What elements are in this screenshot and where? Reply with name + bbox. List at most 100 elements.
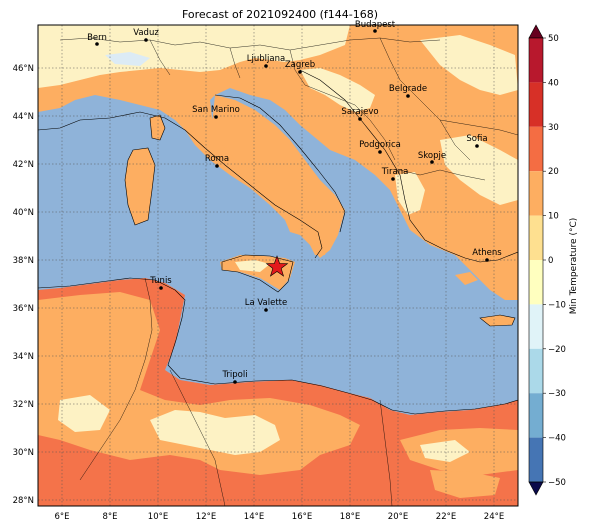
city-dot: [475, 144, 479, 148]
city-dot: [159, 286, 163, 290]
city-label-ljubljana: Ljubljana: [247, 54, 285, 64]
coastlines: [38, 69, 518, 415]
city-dot: [214, 115, 218, 119]
sardinia-warm-region: [125, 148, 155, 225]
city-dot: [264, 308, 268, 312]
borders: [59, 37, 518, 506]
africa-warm-east2-region: [430, 470, 500, 498]
lon-tick: 10°E: [148, 512, 168, 522]
lon-tick: 8°E: [102, 512, 117, 522]
colorbar-tick-label: −50: [548, 478, 566, 488]
colorbar-tick-label: 40: [548, 78, 559, 88]
city-dot: [378, 150, 382, 154]
lat-tick: 40°N: [13, 208, 34, 218]
colorbar-overflow-high: [528, 24, 544, 39]
city-markers: Bern Vaduz Budapest Ljubljana Zagreb Bel…: [87, 20, 502, 384]
city-label-tirana: Tirana: [381, 167, 409, 177]
colorbar-tick-label: 30: [548, 123, 559, 133]
lon-tick: 24°E: [484, 512, 504, 522]
east-cool-region: [420, 35, 518, 95]
city-dot: [215, 164, 219, 168]
city-dot: [430, 160, 434, 164]
city-label-bern: Bern: [87, 33, 107, 43]
africa-warm-region: [38, 292, 360, 475]
lat-tick: 30°N: [13, 448, 34, 458]
city-label-la-valette: La Valette: [245, 298, 288, 308]
city-dot: [144, 38, 148, 42]
city-dot: [298, 70, 302, 74]
colorbar-segment: [529, 38, 543, 83]
ice-patch: [105, 52, 150, 66]
north-warm-region: [38, 25, 518, 300]
lon-tick: 14°E: [244, 512, 264, 522]
greek-island-region: [455, 272, 478, 285]
lon-tick: 18°E: [340, 512, 360, 522]
colorbar-tick-label: −40: [548, 434, 566, 444]
colorbar-tick-label: 20: [548, 167, 559, 177]
colorbar-tick-label: 10: [548, 212, 559, 222]
colorbar-tick-label: −30: [548, 389, 566, 399]
lat-tick: 46°N: [13, 64, 34, 74]
city-dot: [264, 64, 268, 68]
colorbar: 50 40 30 20 10 0 −10 −20 −30 −40 −50 Min Temperatu…: [528, 24, 579, 496]
colorbar-segment: [529, 348, 543, 394]
gridlines: [38, 25, 518, 506]
colorbar-label: Min Temperature (°C): [569, 218, 579, 315]
lon-tick: 16°E: [292, 512, 312, 522]
city-dot: [233, 380, 237, 384]
city-label-zagreb: Zagreb: [285, 60, 315, 70]
city-dot: [95, 42, 99, 46]
city-label-skopje: Skopje: [418, 151, 446, 161]
city-dot: [485, 258, 489, 262]
city-label-tripoli: Tripoli: [221, 370, 247, 380]
balkan-cool-region: [300, 68, 375, 112]
colorbar-segments: [529, 38, 543, 482]
lon-tick: 6°E: [54, 512, 69, 522]
lon-tick-labels: 6°E 8°E 10°E 12°E 14°E 16°E 18°E 20°E 22…: [54, 512, 504, 522]
city-label-athens: Athens: [472, 248, 502, 258]
africa-cool-east-region: [420, 440, 470, 462]
map-area: [37, 24, 519, 507]
crete-region: [480, 315, 515, 326]
colorbar-segment: [529, 82, 543, 127]
lon-tick: 12°E: [196, 512, 216, 522]
colorbar-tick-label: 50: [548, 34, 559, 44]
lon-tick: 22°E: [436, 512, 456, 522]
colorbar-tick-label: −10: [548, 300, 566, 310]
map-title: Forecast of 2021092400 (f144-168): [182, 8, 378, 21]
city-label-budapest: Budapest: [355, 20, 396, 30]
colorbar-tick-label: −20: [548, 345, 566, 355]
city-label-sarajevo: Sarajevo: [341, 107, 378, 117]
north-cool-region: [38, 25, 350, 88]
colorbar-segment: [529, 126, 543, 172]
city-dot: [358, 117, 362, 121]
italy-warm-region: [212, 95, 345, 258]
colorbar-segment: [529, 393, 543, 438]
city-label-tunis: Tunis: [149, 276, 172, 286]
colorbar-segment: [529, 437, 543, 482]
lat-tick: 44°N: [13, 112, 34, 122]
colorbar-tick-label: 0: [548, 256, 553, 266]
city-label-sofia: Sofia: [466, 134, 487, 144]
lat-tick: 32°N: [13, 400, 34, 410]
sicily-cool-region: [235, 260, 270, 272]
city-label-roma: Roma: [205, 154, 229, 164]
southeast-cool-region: [440, 135, 518, 205]
corsica-warm-region: [150, 115, 165, 140]
lat-tick: 38°N: [13, 256, 34, 266]
colorbar-segment: [529, 304, 543, 349]
city-label-san-marino: San Marino: [192, 105, 240, 115]
lon-tick: 20°E: [388, 512, 408, 522]
colorbar-tick-labels: 50 40 30 20 10 0 −10 −20 −30 −40 −50: [543, 34, 566, 488]
city-label-belgrade: Belgrade: [389, 84, 427, 94]
greece-cool-region: [395, 172, 425, 215]
colorbar-segment: [529, 260, 543, 305]
city-dot: [373, 29, 377, 33]
star-marker-icon: [265, 255, 289, 277]
lat-tick: 34°N: [13, 352, 34, 362]
africa-cool-region: [150, 410, 280, 455]
city-label-podgorica: Podgorica: [359, 140, 401, 150]
colorbar-overflow-low: [528, 481, 544, 496]
lat-tick-labels: 46°N 44°N 42°N 40°N 38°N 36°N 34°N 32°N …: [13, 64, 34, 506]
